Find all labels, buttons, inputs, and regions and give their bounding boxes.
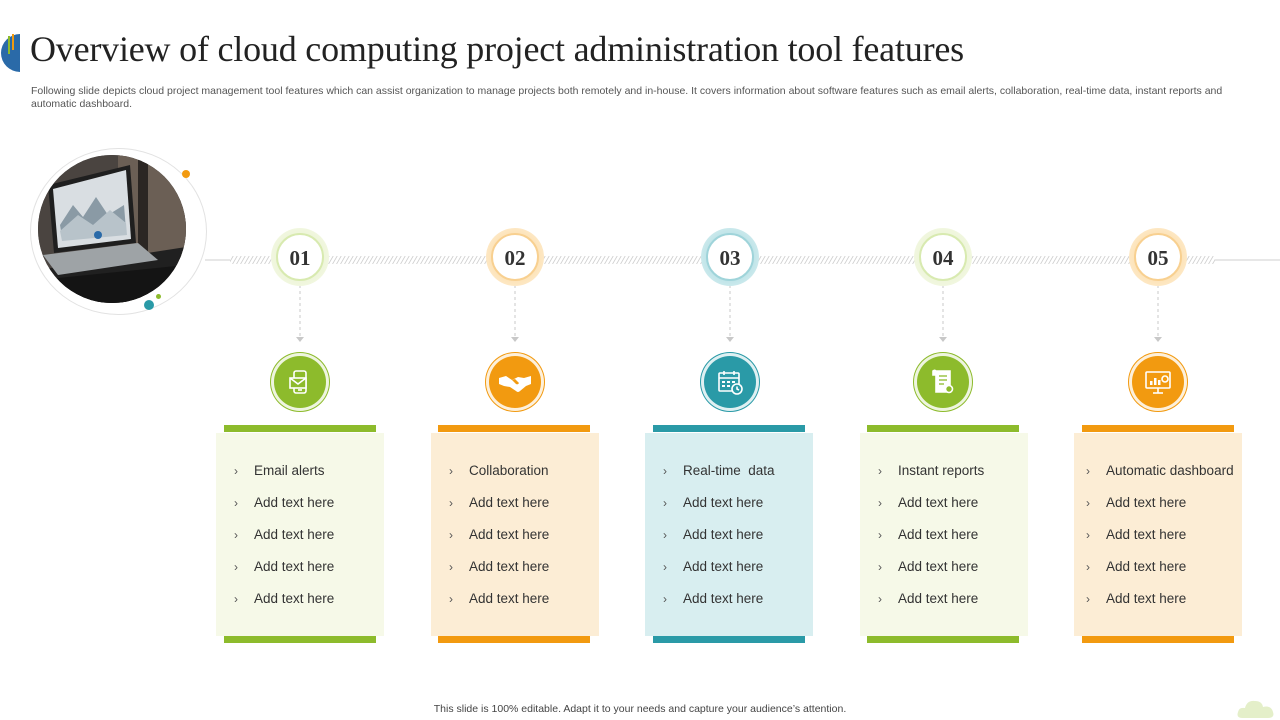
- card-bottom-bar: [438, 636, 590, 643]
- card-top-bar: [867, 425, 1019, 432]
- feature-list-03: › Real-time data › Add text here › Add text…: [663, 464, 775, 624]
- chevron-right-icon: ›: [1086, 560, 1090, 574]
- handshake-icon: [499, 376, 531, 392]
- laptop-photo: [38, 155, 186, 303]
- card-bottom-bar: [1082, 636, 1234, 643]
- feature-icon-circle-01: [271, 353, 329, 411]
- list-item: › Add text here: [878, 591, 979, 607]
- cloud-icon: [1237, 700, 1274, 718]
- chevron-right-icon: ›: [449, 464, 453, 478]
- chevron-right-icon: ›: [878, 496, 882, 510]
- list-item: › Add text here: [663, 559, 764, 575]
- feature-card-03: › Real-time data › Add text here › Add text…: [645, 433, 813, 636]
- list-item: › Add text here: [1086, 559, 1187, 575]
- chevron-right-icon: ›: [663, 592, 667, 606]
- list-item: › Add text here: [1086, 591, 1187, 607]
- list-item: › Add text here: [449, 559, 550, 575]
- feature-icon-circle-03: [701, 353, 759, 411]
- feature-list-01: › Email alerts › Add text here › Add text h…: [234, 464, 334, 624]
- feature-icon-circle-04: [914, 353, 972, 411]
- list-item: › Email alerts: [234, 463, 325, 479]
- list-item: › Real-time data: [663, 463, 775, 479]
- chevron-right-icon: ›: [449, 560, 453, 574]
- feature-list-04: › Instant reports › Add text here › Add tex…: [878, 464, 984, 624]
- list-item: › Automatic dashboard: [1086, 463, 1234, 479]
- corner-accent-icon: [1, 34, 20, 72]
- card-top-bar: [438, 425, 590, 432]
- chevron-right-icon: ›: [234, 528, 238, 542]
- chevron-right-icon: ›: [449, 496, 453, 510]
- step-number-05: 05: [1134, 233, 1182, 281]
- card-top-bar: [653, 425, 805, 432]
- calendar-clock-icon: [718, 371, 743, 395]
- feature-icon-circle-02: [486, 353, 544, 411]
- page-subtitle: Following slide depicts cloud project ma…: [31, 85, 1223, 110]
- card-bottom-bar: [224, 636, 376, 643]
- feature-list-02: › Collaboration › Add text here › Add text …: [449, 464, 549, 624]
- chevron-right-icon: ›: [234, 496, 238, 510]
- card-bottom-bar: [653, 636, 805, 643]
- step-number-01: 01: [276, 233, 324, 281]
- list-item: › Add text here: [663, 527, 764, 543]
- chevron-right-icon: ›: [878, 464, 882, 478]
- list-item: › Instant reports: [878, 463, 985, 479]
- chevron-right-icon: ›: [234, 464, 238, 478]
- feature-card-02: › Collaboration › Add text here › Add text …: [431, 433, 599, 636]
- chevron-right-icon: ›: [663, 560, 667, 574]
- accent-dot-teal: [144, 300, 154, 310]
- list-item: › Add text here: [878, 559, 979, 575]
- list-item: › Add text here: [1086, 527, 1187, 543]
- list-item: › Add text here: [234, 527, 335, 543]
- chevron-right-icon: ›: [449, 528, 453, 542]
- chevron-right-icon: ›: [1086, 528, 1090, 542]
- feature-card-05: › Automatic dashboard › Add text here › Add…: [1074, 433, 1242, 636]
- chevron-right-icon: ›: [663, 528, 667, 542]
- chevron-right-icon: ›: [1086, 496, 1090, 510]
- step-number-02: 02: [491, 233, 539, 281]
- chevron-right-icon: ›: [878, 592, 882, 606]
- step-number-03: 03: [706, 233, 754, 281]
- mobile-email-icon: [289, 370, 307, 394]
- accent-dot-green: [156, 294, 161, 299]
- step-number-04: 04: [919, 233, 967, 281]
- list-item: › Add text here: [234, 559, 335, 575]
- list-item: › Collaboration: [449, 463, 549, 479]
- list-item: › Add text here: [663, 495, 764, 511]
- list-item: › Add text here: [449, 527, 550, 543]
- accent-dot-orange: [182, 170, 190, 178]
- feature-list-05: › Automatic dashboard › Add text here › Add…: [1086, 464, 1234, 624]
- list-item: › Add text here: [1086, 495, 1187, 511]
- chevron-right-icon: ›: [663, 496, 667, 510]
- chevron-right-icon: ›: [878, 560, 882, 574]
- card-bottom-bar: [867, 636, 1019, 643]
- card-top-bar: [224, 425, 376, 432]
- chevron-right-icon: ›: [449, 592, 453, 606]
- list-item: › Add text here: [878, 495, 979, 511]
- chevron-right-icon: ›: [878, 528, 882, 542]
- page-title: Overview of cloud computing project admi…: [30, 29, 964, 69]
- chevron-right-icon: ›: [1086, 464, 1090, 478]
- chevron-right-icon: ›: [663, 464, 667, 478]
- chevron-right-icon: ›: [234, 592, 238, 606]
- chevron-right-icon: ›: [234, 560, 238, 574]
- feature-card-01: › Email alerts › Add text here › Add text h…: [216, 433, 384, 636]
- card-top-bar: [1082, 425, 1234, 432]
- list-item: › Add text here: [878, 527, 979, 543]
- dashboard-monitor-icon: [1145, 371, 1171, 394]
- list-item: › Add text here: [449, 591, 550, 607]
- list-item: › Add text here: [663, 591, 764, 607]
- footer-note: This slide is 100% editable. Adapt it to…: [433, 703, 847, 715]
- list-item: › Add text here: [234, 495, 335, 511]
- list-item: › Add text here: [449, 495, 550, 511]
- chevron-right-icon: ›: [1086, 592, 1090, 606]
- list-item: › Add text here: [234, 591, 335, 607]
- feature-card-04: › Instant reports › Add text here › Add tex…: [860, 433, 1028, 636]
- feature-icon-circle-05: [1129, 353, 1187, 411]
- report-document-icon: [932, 369, 954, 394]
- photo-ring: [30, 148, 207, 315]
